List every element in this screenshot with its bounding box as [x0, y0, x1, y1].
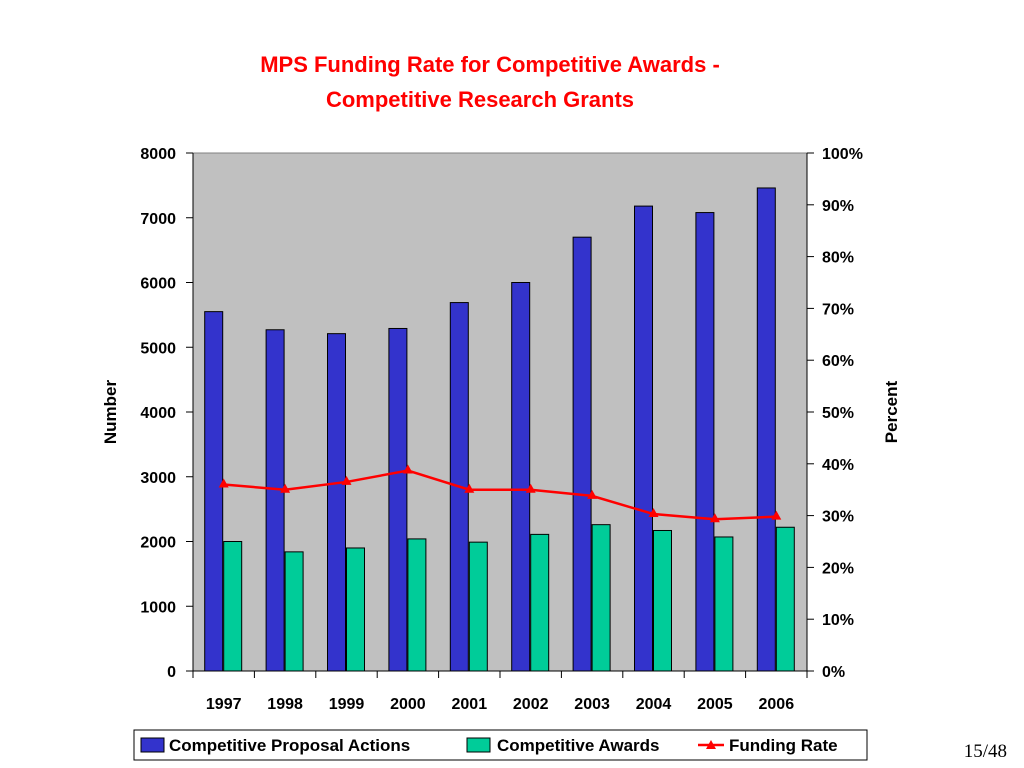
bar-proposals-1998: [265, 329, 285, 672]
bar-awards-2005: [714, 536, 734, 672]
legend-swatch-proposals: [140, 737, 165, 753]
y-axis-label-right: Percent: [882, 380, 901, 443]
y-tick-label-right-30pct: 30%: [822, 509, 854, 526]
legend-label-proposals: Competitive Proposal Actions: [169, 736, 410, 755]
bar-proposals-1997: [204, 311, 224, 672]
bar-proposals-2003: [572, 236, 592, 672]
bar-awards-2000: [407, 538, 427, 672]
y-tick-label-right-20pct: 20%: [822, 560, 854, 577]
funding-rate-point-2000: [402, 464, 413, 474]
y-tick-label-right-10pct: 10%: [822, 612, 854, 629]
funding-rate-point-2003: [587, 489, 598, 499]
legend-label-funding-rate: Funding Rate: [729, 736, 838, 755]
x-tick-label-2002: 2002: [513, 696, 549, 713]
x-tick-label-1998: 1998: [267, 696, 303, 713]
y-tick-label-left-2000: 2000: [140, 535, 176, 552]
axes-group: [186, 152, 814, 678]
bar-proposals-2000: [388, 327, 408, 672]
y-tick-label-left-7000: 7000: [140, 211, 176, 228]
funding-rate-line: [223, 469, 777, 521]
legend-marker-funding-rate: [706, 740, 716, 749]
x-tick-label-2001: 2001: [452, 696, 488, 713]
bar-awards-2006: [775, 526, 795, 672]
tick-labels-group: 1997 1998 1999 2000 2001 2002 2003 2004 2005 2006…: [140, 146, 863, 713]
funding-rate-point-2005: [709, 513, 720, 523]
page-number: 15/48: [964, 741, 1007, 762]
legend-swatch-awards: [466, 737, 491, 753]
legend-label-awards: Competitive Awards: [497, 736, 660, 755]
y-tick-label-left-6000: 6000: [140, 276, 176, 293]
x-tick-label-1999: 1999: [329, 696, 365, 713]
chart-title-line-2: Competitive Research Grants: [326, 87, 634, 112]
x-tick-label-2000: 2000: [390, 696, 426, 713]
x-tick-label-1997: 1997: [206, 696, 242, 713]
bar-proposals-2002: [511, 282, 531, 672]
y-tick-label-right-70pct: 70%: [822, 301, 854, 318]
bar-awards-2003: [591, 524, 611, 672]
funding-rate-point-1997: [218, 478, 229, 488]
y-axis-label-left: Number: [101, 380, 120, 445]
funding-rate-line-group: [218, 464, 782, 523]
x-tick-label-2004: 2004: [636, 696, 672, 713]
bar-awards-2004: [653, 529, 672, 672]
bar-proposals-2004: [634, 205, 653, 672]
y-tick-label-right-50pct: 50%: [822, 405, 854, 422]
funding-rate-point-2006: [771, 510, 782, 520]
y-tick-label-right-40pct: 40%: [822, 457, 854, 474]
funding-rate-point-1998: [280, 483, 291, 493]
y-tick-label-left-0: 0: [167, 664, 176, 681]
y-tick-label-left-5000: 5000: [140, 340, 176, 357]
y-tick-label-right-0pct: 0%: [822, 664, 845, 681]
x-tick-label-2003: 2003: [574, 696, 610, 713]
y-tick-label-right-100pct: 100%: [822, 146, 863, 163]
chart-title-line-1: MPS Funding Rate for Competitive Awards …: [260, 52, 720, 77]
x-tick-label-2006: 2006: [759, 696, 795, 713]
y-tick-label-left-8000: 8000: [140, 146, 176, 163]
bar-awards-2001: [468, 541, 488, 672]
y-tick-label-left-1000: 1000: [140, 599, 176, 616]
y-tick-label-left-3000: 3000: [140, 470, 176, 487]
legend-box: [133, 729, 868, 761]
x-tick-label-2005: 2005: [697, 696, 733, 713]
funding-rate-point-2002: [525, 483, 536, 493]
bar-proposals-2005: [695, 212, 715, 672]
bar-awards-1998: [284, 551, 304, 672]
bar-awards-1997: [223, 541, 243, 672]
bar-proposals-2006: [756, 187, 776, 672]
bars-group: [204, 187, 795, 672]
funding-rate-point-2004: [648, 508, 659, 518]
bar-awards-2002: [530, 533, 550, 672]
funding-rate-point-1999: [341, 475, 352, 485]
bar-awards-1999: [346, 547, 365, 672]
y-tick-label-left-4000: 4000: [140, 405, 176, 422]
y-tick-label-right-90pct: 90%: [822, 198, 854, 215]
y-tick-label-right-60pct: 60%: [822, 353, 854, 370]
chart-legend: Competitive Proposal Actions Competitive…: [133, 729, 868, 761]
y-tick-label-right-80pct: 80%: [822, 250, 854, 267]
funding-rate-point-2001: [464, 483, 475, 493]
bar-proposals-1999: [327, 333, 346, 672]
